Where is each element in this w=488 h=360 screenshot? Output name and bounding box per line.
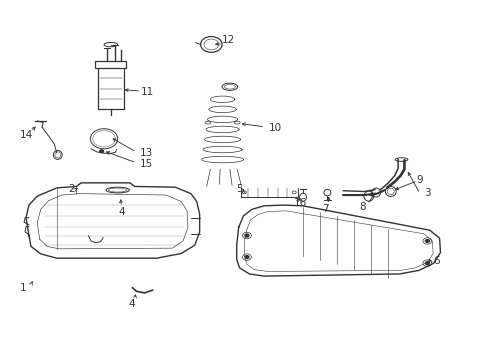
Text: 7: 7	[321, 204, 327, 214]
Text: 4: 4	[118, 207, 124, 217]
Circle shape	[100, 150, 103, 153]
Text: 16: 16	[293, 198, 306, 208]
Text: 15: 15	[139, 159, 152, 169]
Circle shape	[244, 234, 248, 237]
Bar	[95, 62, 126, 68]
Text: 10: 10	[268, 123, 281, 133]
Text: 1: 1	[20, 283, 26, 293]
Text: 5: 5	[236, 184, 243, 194]
Text: 9: 9	[416, 175, 423, 185]
Text: 12: 12	[222, 35, 235, 45]
Text: 14: 14	[20, 130, 33, 140]
Circle shape	[244, 256, 248, 258]
Text: 8: 8	[359, 202, 365, 212]
Text: 4: 4	[128, 299, 134, 309]
Circle shape	[425, 262, 428, 265]
Text: 3: 3	[423, 188, 430, 198]
Text: 11: 11	[140, 87, 153, 97]
Circle shape	[425, 239, 428, 242]
Text: 2: 2	[68, 184, 75, 194]
Text: 13: 13	[139, 148, 152, 158]
Text: 6: 6	[432, 256, 439, 266]
